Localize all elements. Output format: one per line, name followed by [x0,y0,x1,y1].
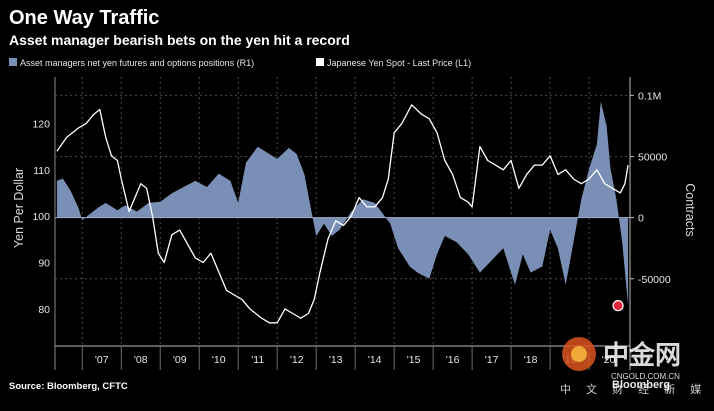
left-axis-label: Yen Per Dollar [12,168,26,248]
watermark-bloomberg: Bloomberg [612,379,670,391]
x-tick-label: '17 [485,354,499,366]
x-tick-label: '11 [251,354,264,366]
x-tick-label: '08 [134,354,148,366]
x-tick-label: '09 [173,354,187,366]
watermark: 中金网 CNGOLD.COM.CN 中 文 财 经 新 媒 体 Bloomber… [560,337,714,396]
x-tick-label: '07 [95,354,109,366]
x-tick-label: '18 [524,354,538,366]
x-tick-label: '12 [290,354,304,366]
legend-swatch-positions [9,58,17,66]
x-tick-label: '15 [407,354,421,366]
left-tick-label: 100 [32,211,50,223]
watermark-tagline: 中 文 财 经 新 媒 体 [560,382,714,396]
left-tick-label: 90 [38,258,50,270]
positions-area-layer [55,101,630,306]
source-note: Source: Bloomberg, CFTC [9,381,128,392]
right-tick-label: -50000 [638,274,671,286]
left-tick-label: 120 [32,118,50,130]
series-positions-area [56,101,629,306]
x-tick-label: '16 [446,354,460,366]
x-tick-label: '14 [368,354,382,366]
legend: Asset managers net yen futures and optio… [9,58,471,68]
chart-title: One Way Traffic [9,7,159,29]
x-tick-label: '20 [602,354,616,366]
left-tick-label: 110 [33,165,50,177]
right-tick-label: 0 [638,213,644,225]
x-tick-label: '13 [329,354,343,366]
x-tick-label: '10 [212,354,226,366]
legend-swatch-yen [316,58,324,66]
watermark-brand: 中金网 [603,340,681,370]
watermark-domain: CNGOLD.COM.CN [611,372,680,381]
legend-label-yen: Japanese Yen Spot - Last Price (L1) [327,58,471,68]
right-axis-label: Contracts [683,183,697,237]
series-yen-line [56,104,629,324]
right-tick-label: 50000 [638,151,667,163]
right-tick-label: 0.1M [638,90,661,102]
watermark-logo-inner-icon [571,346,587,362]
legend-label-positions: Asset managers net yen futures and optio… [20,58,254,68]
grid [55,77,630,346]
record-marker [612,300,624,312]
yen-line-layer [56,104,629,324]
left-tick-label: 80 [38,304,50,316]
chart-subtitle: Asset manager bearish bets on the yen hi… [9,32,350,48]
record-marker-layer [612,300,624,312]
axes: 80 90 100 110 120 -50000 0 50000 0.1M '07 '08 '09 '1… [32,77,671,370]
